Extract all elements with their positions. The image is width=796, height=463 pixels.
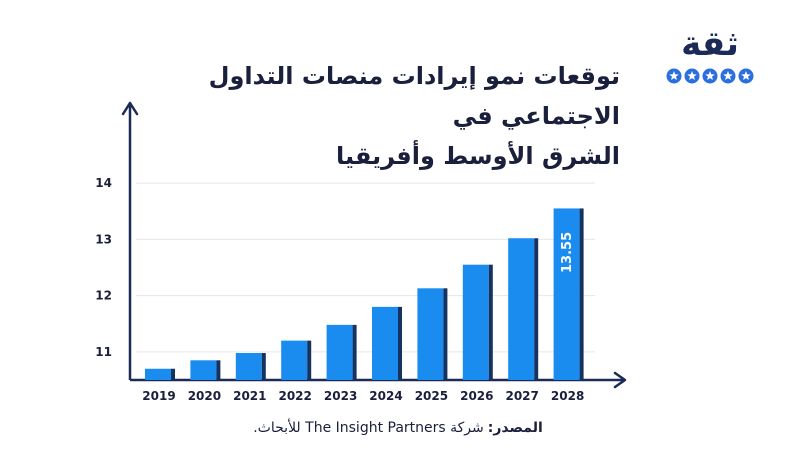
x-tick-label: 2021 (233, 389, 266, 403)
bar-2020 (190, 360, 217, 380)
y-tick-label: 11 (95, 345, 112, 359)
y-tick-label: 12 (95, 289, 112, 303)
bar-shadow-2023 (352, 324, 357, 380)
source-label: المصدر: (487, 420, 543, 436)
rating-star-shape (669, 71, 679, 81)
y-axis-arrow-icon (121, 101, 139, 116)
source-text: شركة The Insight Partners للأبحاث. (253, 420, 484, 436)
x-tick-label: 2022 (278, 389, 311, 403)
rating-star-shape (723, 71, 733, 81)
y-tick-label: 13 (95, 232, 112, 246)
bar-2021 (235, 353, 262, 380)
data-label-2028: 13.55 (560, 232, 575, 273)
source-note: المصدر:شركة The Insight Partners للأبحاث… (0, 420, 796, 436)
bar-2025 (417, 288, 444, 380)
x-tick-label: 2026 (460, 389, 493, 403)
x-tick-label: 2023 (324, 389, 357, 403)
bar-2022 (281, 340, 308, 380)
x-tick-label: 2019 (142, 389, 175, 403)
bar-shadow-2025 (443, 288, 448, 380)
rating-star-shape (705, 71, 715, 81)
bar-shadow-2020 (216, 360, 221, 380)
chart-title: توقعات نمو إيرادات منصات التداول الاجتما… (140, 56, 620, 176)
bar-shadow-2021 (261, 353, 266, 380)
rating-star-shape (741, 71, 751, 81)
x-tick-label: 2024 (369, 389, 402, 403)
bar-shadow-2027 (534, 238, 539, 380)
rating-star-shape (687, 71, 697, 81)
bar-2028 (553, 208, 580, 380)
bar-shadow-2024 (398, 306, 402, 380)
bar-2019 (145, 368, 171, 380)
bar-shadow-2019 (171, 368, 175, 380)
x-axis-arrow-icon (613, 371, 627, 389)
bar-2027 (508, 238, 535, 380)
bar-2023 (326, 324, 353, 380)
bar-2026 (462, 264, 489, 380)
bar-shadow-2028 (579, 208, 584, 380)
brand-logo-text: ثقة (681, 24, 739, 64)
x-tick-label: 2028 (551, 389, 584, 403)
rating-stars-icon (666, 68, 754, 84)
chart-title-line-1: توقعات نمو إيرادات منصات التداول الاجتما… (208, 62, 620, 130)
bar-shadow-2022 (307, 340, 312, 380)
bar-2024 (372, 306, 398, 380)
brand-logo: ثقة (662, 24, 758, 84)
bar-shadow-2026 (488, 264, 493, 380)
chart-title-line-2: الشرق الأوسط وأفريقيا (336, 142, 620, 170)
x-tick-label: 2025 (415, 389, 448, 403)
x-tick-label: 2020 (188, 389, 221, 403)
y-tick-label: 14 (95, 176, 112, 190)
x-tick-label: 2027 (505, 389, 538, 403)
